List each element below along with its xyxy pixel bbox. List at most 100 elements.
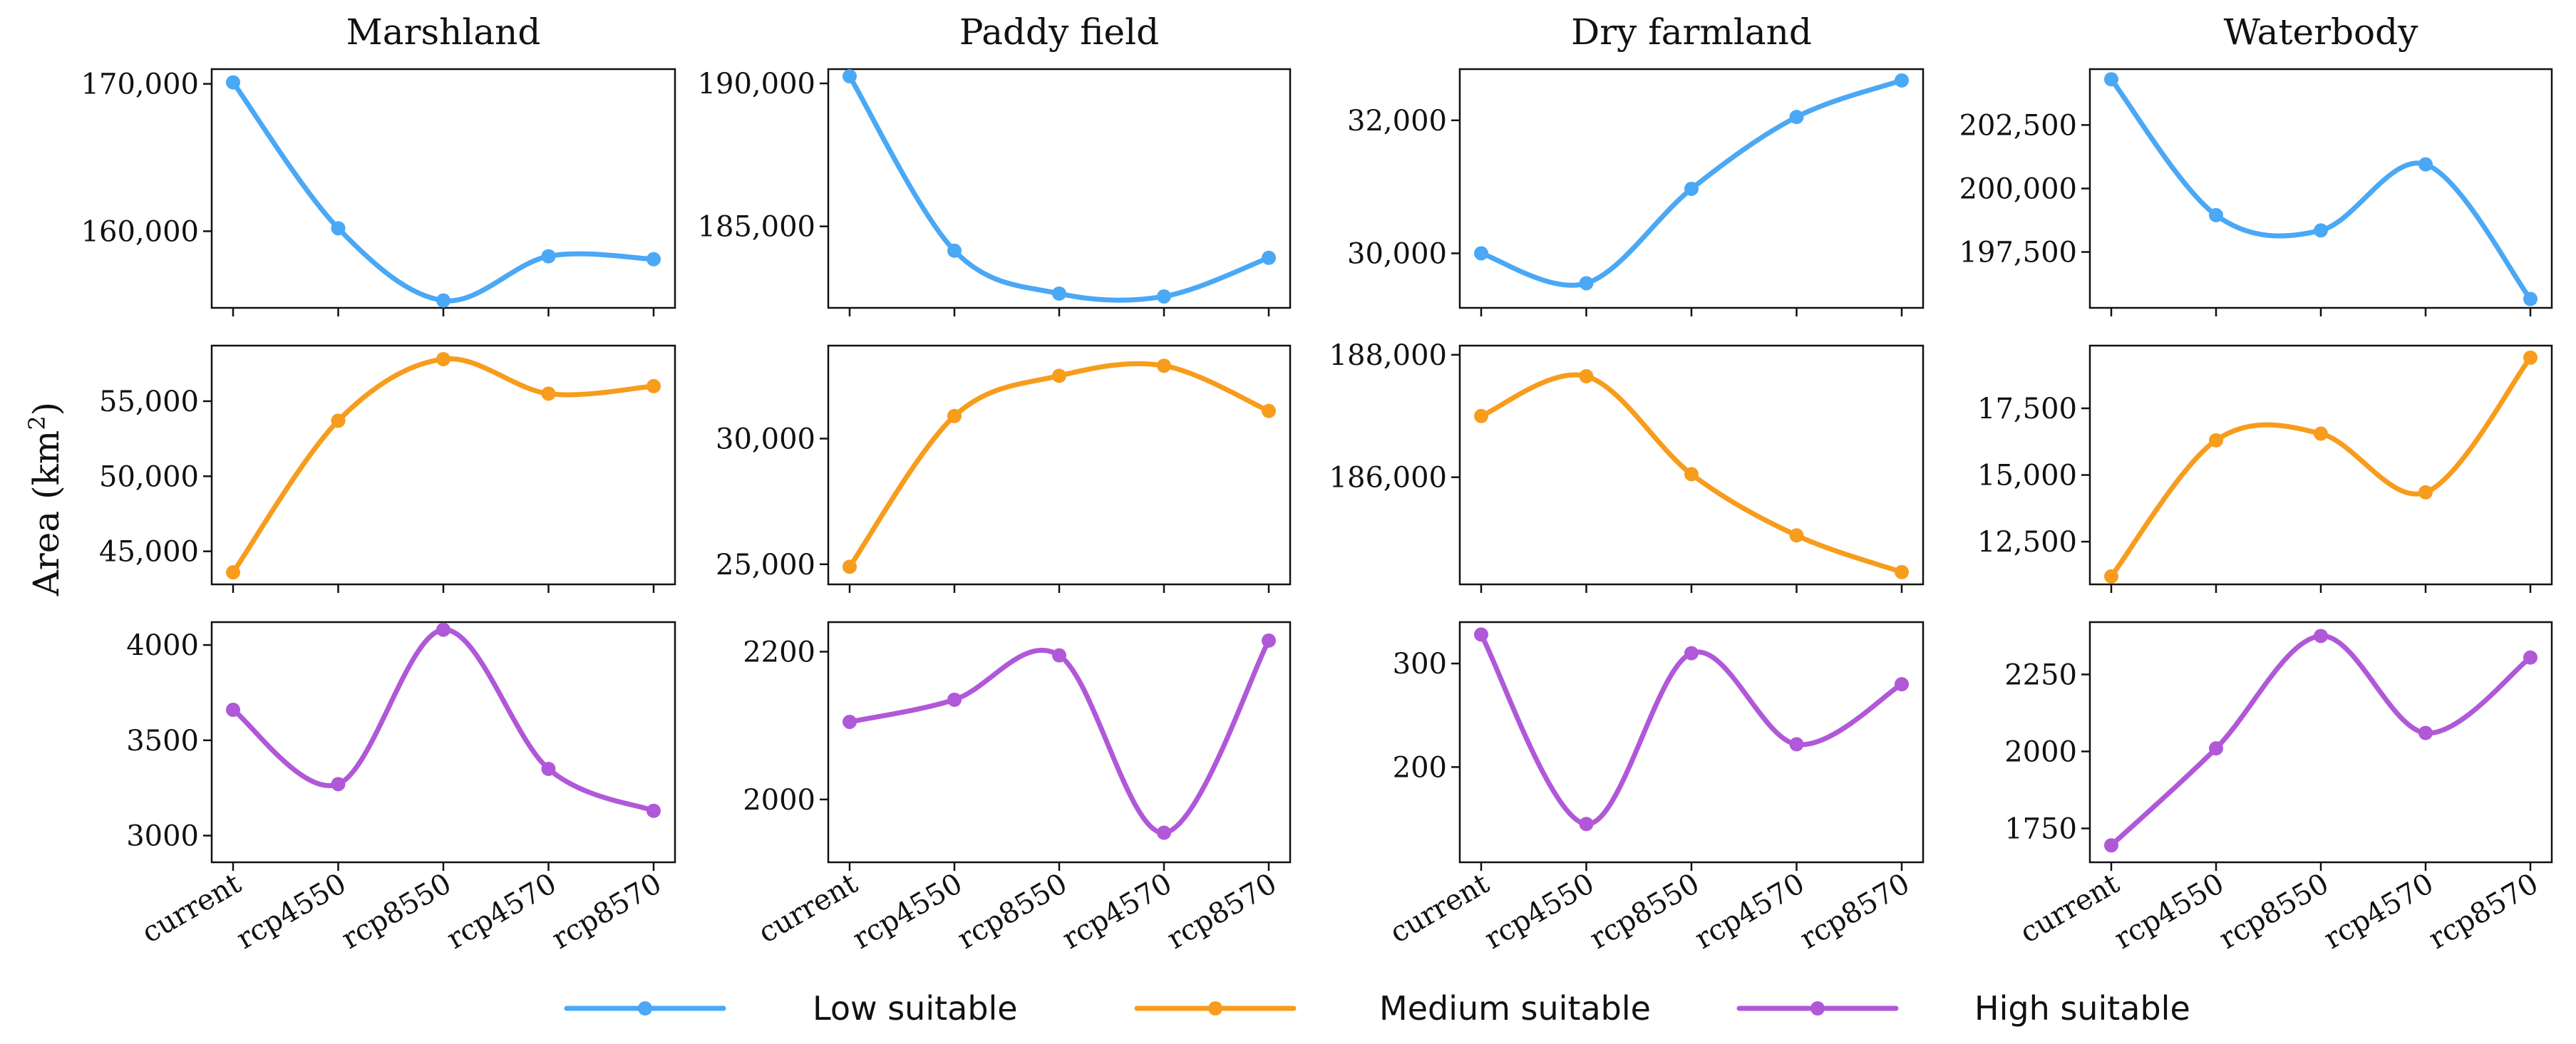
data-point-waterbody-medium-suitable-current (2104, 569, 2118, 584)
x-tick-label-marshland-current: current (136, 867, 247, 950)
legend-label-low-suitable: Low suitable (813, 989, 1018, 1028)
data-point-paddy-field-low-suitable-rcp8570 (1262, 250, 1276, 265)
y-tick-label-marshland-medium-suitable-0: 45,000 (99, 536, 199, 569)
panel-frame-paddy-field-low-suitable (827, 68, 1292, 309)
y-tick-label-waterbody-high-suitable-1: 2000 (2004, 735, 2077, 768)
x-tick-label-paddy-field-rcp8570: rcp8570 (1162, 867, 1282, 956)
x-tick-label-marshland-rcp8570: rcp8570 (547, 867, 667, 956)
data-point-marshland-medium-suitable-current (226, 565, 240, 580)
x-tick-label-dry-farmland-rcp8570: rcp8570 (1795, 867, 1915, 956)
data-point-marshland-medium-suitable-rcp4550 (331, 413, 346, 428)
x-tick-label-paddy-field-current: current (753, 867, 863, 950)
panel-frame-marshland-medium-suitable (210, 344, 676, 586)
y-tick-label-dry-farmland-medium-suitable-1: 188,000 (1329, 339, 1447, 372)
series-line-waterbody-low-suitable (2108, 76, 2533, 302)
y-tick-label-dry-farmland-high-suitable-0: 200 (1393, 751, 1447, 784)
data-point-paddy-field-high-suitable-rcp8570 (1262, 633, 1276, 648)
data-point-waterbody-medium-suitable-rcp8550 (2314, 426, 2328, 441)
x-tick-label-paddy-field-rcp8550: rcp8550 (952, 867, 1073, 956)
data-point-dry-farmland-high-suitable-rcp4550 (1579, 817, 1594, 832)
legend: Low suitable Medium suitable High suitable (564, 989, 2190, 1028)
panel-paddy-field-high-suitable: 2000 2200 (743, 621, 1292, 871)
y-tick-label-marshland-low-suitable-0: 160,000 (81, 215, 199, 248)
y-tick-label-marshland-high-suitable-1: 3500 (126, 725, 199, 758)
data-point-paddy-field-low-suitable-rcp4550 (947, 243, 962, 258)
x-tick-label-dry-farmland-current: current (1384, 867, 1495, 950)
y-tick-label-paddy-field-high-suitable-1: 2200 (743, 636, 815, 668)
y-tick-label-waterbody-medium-suitable-0: 12,500 (1977, 526, 2077, 559)
series-line-waterbody-high-suitable (2108, 633, 2533, 848)
y-tick-label-paddy-field-medium-suitable-1: 30,000 (716, 423, 815, 455)
y-tick-label-marshland-high-suitable-2: 4000 (126, 629, 199, 662)
series-line-paddy-field-low-suitable (847, 73, 1272, 303)
series-line-waterbody-medium-suitable (2108, 355, 2533, 579)
legend-item-medium-suitable: Medium suitable (1134, 989, 1651, 1028)
panel-marshland-low-suitable: 160,000 170,000 (81, 68, 676, 316)
data-point-marshland-low-suitable-current (226, 75, 240, 90)
y-tick-label-waterbody-high-suitable-0: 1750 (2004, 812, 2077, 845)
x-tick-label-marshland-rcp4570: rcp4570 (441, 867, 562, 956)
data-point-waterbody-low-suitable-rcp8570 (2523, 291, 2538, 306)
legend-label-high-suitable: High suitable (1974, 989, 2190, 1028)
data-point-marshland-medium-suitable-rcp8550 (436, 351, 450, 366)
series-line-dry-farmland-high-suitable (1478, 631, 1905, 827)
column-title-dry-farmland: Dry farmland (1571, 11, 1812, 53)
y-tick-label-waterbody-low-suitable-2: 202,500 (1959, 109, 2077, 142)
data-point-marshland-high-suitable-rcp4550 (331, 777, 346, 792)
panels: Marshland 160,000 170,000 45,000 50,000 55,00… (81, 11, 2553, 956)
data-point-paddy-field-medium-suitable-rcp8550 (1052, 368, 1066, 383)
panel-frame-dry-farmland-medium-suitable (1458, 344, 1925, 586)
data-point-marshland-low-suitable-rcp8550 (436, 293, 450, 308)
data-point-waterbody-low-suitable-rcp4570 (2418, 157, 2433, 172)
x-tick-label-waterbody-rcp8550: rcp8550 (2214, 867, 2334, 956)
y-tick-label-waterbody-low-suitable-0: 197,500 (1959, 237, 2077, 269)
data-point-marshland-high-suitable-rcp8550 (436, 622, 450, 637)
panel-marshland-high-suitable: 3000 3500 4000 (126, 621, 676, 871)
data-point-waterbody-high-suitable-rcp8550 (2314, 629, 2328, 644)
panel-dry-farmland-high-suitable: 200 300 (1393, 621, 1925, 871)
column-title-paddy-field: Paddy field (959, 11, 1159, 53)
y-tick-label-paddy-field-low-suitable-1: 190,000 (698, 68, 815, 100)
y-tick-label-waterbody-medium-suitable-1: 15,000 (1977, 460, 2077, 492)
x-tick-label-dry-farmland-rcp4570: rcp4570 (1689, 867, 1810, 956)
data-point-dry-farmland-low-suitable-rcp8570 (1895, 73, 1909, 88)
y-axis-label: Area (km2) (24, 402, 67, 596)
data-point-marshland-high-suitable-current (226, 703, 240, 718)
y-tick-label-waterbody-low-suitable-1: 200,000 (1959, 173, 2077, 206)
panel-paddy-field-medium-suitable: 25,000 30,000 (716, 344, 1292, 593)
data-point-marshland-medium-suitable-rcp8570 (646, 378, 661, 393)
data-point-dry-farmland-low-suitable-rcp4550 (1579, 276, 1594, 291)
data-point-marshland-medium-suitable-rcp4570 (541, 386, 556, 401)
legend-item-high-suitable: High suitable (1736, 989, 2190, 1028)
panel-dry-farmland-low-suitable: 30,000 32,000 (1347, 68, 1925, 316)
y-tick-label-dry-farmland-high-suitable-1: 300 (1393, 648, 1447, 681)
data-point-marshland-low-suitable-rcp4570 (541, 249, 556, 264)
panel-frame-waterbody-high-suitable (2088, 621, 2553, 864)
data-point-waterbody-high-suitable-rcp4570 (2418, 725, 2433, 740)
data-point-paddy-field-medium-suitable-rcp4570 (1157, 358, 1171, 373)
panel-frame-marshland-low-suitable (210, 68, 676, 309)
panel-frame-waterbody-low-suitable (2088, 68, 2553, 309)
data-point-waterbody-low-suitable-rcp8550 (2314, 223, 2328, 238)
series-line-marshland-low-suitable (230, 80, 656, 304)
x-tick-label-marshland-rcp8550: rcp8550 (336, 867, 457, 956)
y-tick-label-marshland-medium-suitable-2: 55,000 (99, 386, 199, 418)
data-point-paddy-field-high-suitable-current (843, 714, 857, 729)
data-point-dry-farmland-high-suitable-rcp8570 (1895, 677, 1909, 692)
series-line-marshland-medium-suitable (230, 356, 656, 575)
panel-waterbody-high-suitable: 1750 2000 2250 (2004, 621, 2553, 871)
y-tick-label-dry-farmland-medium-suitable-0: 186,000 (1329, 462, 1447, 495)
legend-label-medium-suitable: Medium suitable (1379, 989, 1651, 1028)
y-tick-label-dry-farmland-low-suitable-0: 30,000 (1347, 237, 1447, 270)
data-point-dry-farmland-medium-suitable-current (1474, 408, 1488, 423)
x-tick-label-marshland-rcp4550: rcp4550 (231, 867, 351, 956)
data-point-paddy-field-medium-suitable-current (843, 559, 857, 574)
data-point-dry-farmland-high-suitable-rcp8550 (1684, 646, 1699, 661)
data-point-dry-farmland-medium-suitable-rcp4550 (1579, 368, 1594, 383)
panel-waterbody-low-suitable: 197,500 200,000 202,500 (1959, 68, 2553, 316)
data-point-waterbody-medium-suitable-rcp4550 (2209, 433, 2223, 448)
panel-waterbody-medium-suitable: 12,500 15,000 17,500 (1977, 344, 2553, 593)
data-point-paddy-field-medium-suitable-rcp4550 (947, 408, 962, 423)
y-tick-label-paddy-field-medium-suitable-0: 25,000 (716, 549, 815, 582)
data-point-waterbody-low-suitable-current (2104, 72, 2118, 87)
